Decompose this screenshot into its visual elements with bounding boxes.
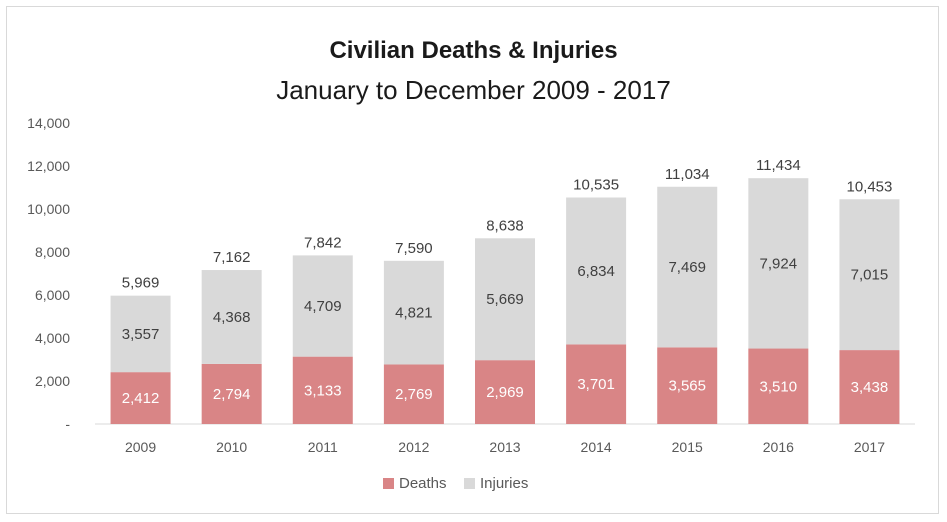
- y-tick-label: 6,000: [35, 287, 70, 303]
- x-tick-label: 2017: [854, 439, 885, 455]
- injuries-data-label: 5,669: [486, 291, 524, 308]
- deaths-bar: [566, 344, 627, 424]
- deaths-bar: [839, 350, 900, 424]
- total-data-label: 7,590: [395, 240, 433, 257]
- injuries-bar: [292, 255, 353, 357]
- deaths-bar: [110, 372, 171, 424]
- deaths-bar: [748, 348, 809, 424]
- injuries-bar: [110, 295, 171, 373]
- total-data-label: 11,434: [756, 157, 801, 174]
- deaths-bar: [383, 364, 444, 424]
- injuries-bar: [566, 197, 627, 345]
- total-data-label: 7,842: [304, 234, 342, 251]
- deaths-data-label: 2,794: [213, 386, 251, 403]
- injuries-data-label: 4,709: [304, 298, 342, 315]
- x-tick-label: 2010: [216, 439, 247, 455]
- total-data-label: 5,969: [122, 275, 160, 292]
- deaths-bar: [657, 347, 718, 424]
- y-tick-label: 14,000: [27, 115, 70, 131]
- chart-title: Civilian Deaths & Injuries: [329, 37, 618, 64]
- y-tick-label: 2,000: [35, 373, 70, 389]
- injuries-bar: [657, 186, 718, 348]
- y-tick-label: 4,000: [35, 330, 70, 346]
- x-tick-label: 2009: [125, 439, 156, 455]
- deaths-data-label: 3,701: [577, 376, 615, 393]
- deaths-bar: [475, 360, 535, 424]
- injuries-bar: [475, 238, 535, 361]
- x-tick-label: 2011: [308, 439, 338, 455]
- injuries-bar: [383, 260, 444, 365]
- deaths-bar: [201, 363, 262, 424]
- y-tick-label: 8,000: [35, 244, 70, 260]
- x-tick-label: 2014: [581, 439, 612, 455]
- injuries-bar: [201, 270, 262, 364]
- injuries-data-label: 7,924: [760, 255, 798, 272]
- injuries-data-label: 3,557: [122, 326, 160, 343]
- total-data-label: 10,453: [846, 178, 892, 195]
- legend-swatch-injuries: [464, 478, 475, 489]
- injuries-data-label: 6,834: [577, 263, 615, 280]
- legend-label-deaths: Deaths: [399, 475, 447, 492]
- x-tick-label: 2015: [672, 439, 703, 455]
- y-tick-label: 12,000: [27, 158, 70, 174]
- injuries-data-label: 7,015: [851, 267, 889, 284]
- injuries-data-label: 7,469: [668, 259, 706, 276]
- x-tick-label: 2016: [763, 439, 794, 455]
- y-tick-label: -: [65, 416, 70, 432]
- deaths-data-label: 3,438: [851, 379, 889, 396]
- injuries-data-label: 4,368: [213, 309, 251, 326]
- total-data-label: 11,034: [665, 166, 710, 183]
- injuries-bar: [839, 199, 900, 351]
- total-data-label: 8,638: [486, 217, 524, 234]
- total-data-label: 7,162: [213, 249, 251, 266]
- deaths-data-label: 2,412: [122, 390, 160, 407]
- y-tick-label: 10,000: [27, 201, 70, 217]
- injuries-bar: [748, 178, 809, 349]
- injuries-data-label: 4,821: [395, 305, 433, 322]
- deaths-data-label: 3,510: [760, 378, 798, 395]
- deaths-data-label: 2,969: [486, 384, 524, 401]
- x-tick-label: 2013: [489, 439, 520, 455]
- total-data-label: 10,535: [573, 176, 619, 193]
- legend-label-injuries: Injuries: [480, 475, 528, 492]
- x-tick-label: 2012: [398, 439, 429, 455]
- deaths-data-label: 3,133: [304, 382, 342, 399]
- legend-swatch-deaths: [383, 478, 394, 489]
- deaths-data-label: 2,769: [395, 386, 433, 403]
- deaths-data-label: 3,565: [668, 378, 706, 395]
- chart-subtitle: January to December 2009 - 2017: [276, 75, 671, 105]
- deaths-bar: [292, 356, 353, 424]
